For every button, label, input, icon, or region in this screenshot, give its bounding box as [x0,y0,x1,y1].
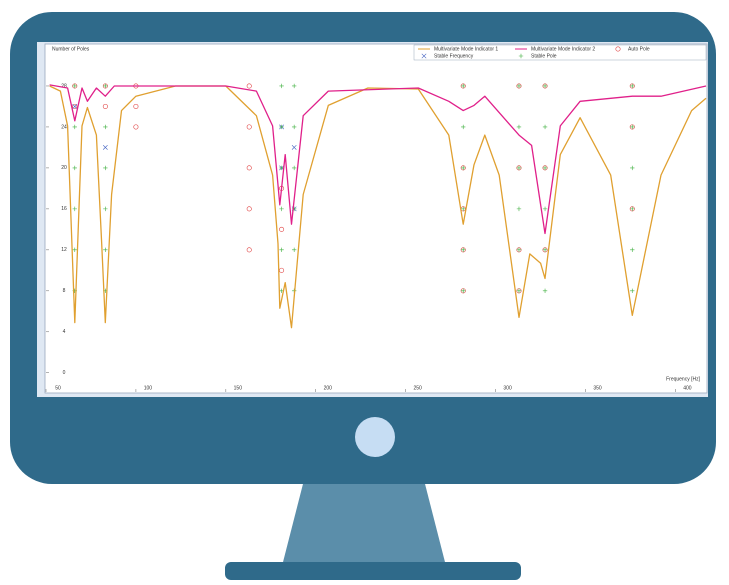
y-tick-label: 24 [61,124,67,130]
monitor-illustration: Number of Poles Frequency [Hz] 0 4 8 12 16 20… [0,0,729,580]
legend-label: Multivariate Mode Indicator 2 [531,46,595,52]
monitor-base [225,562,521,580]
legend-label: Stable Frequency [434,53,474,59]
monitor-stand [282,480,446,566]
legend-label: Stable Pole [531,53,557,59]
x-tick-label: 350 [593,385,602,391]
x-tick-label: 300 [503,385,512,391]
x-tick-label: 250 [414,385,423,391]
legend-label: Multivariate Mode Indicator 1 [434,46,498,52]
plot-area [45,44,707,393]
y-tick-label: 20 [61,165,67,171]
legend-label: Auto Pole [628,46,650,52]
y-tick-label: 8 [63,288,66,294]
x-tick-label: 400 [683,385,692,391]
x-axis-label: Frequency [Hz] [666,376,701,382]
y-tick-label: 4 [63,329,66,335]
x-tick-label: 100 [144,385,153,391]
y-tick-label: 16 [61,206,67,212]
y-tick-label: 12 [61,247,67,253]
y-tick-label: 0 [63,370,66,376]
x-tick-label: 200 [324,385,333,391]
chart-title: Number of Poles [52,46,90,52]
x-tick-label: 50 [55,385,61,391]
x-tick-label: 150 [234,385,243,391]
power-button [355,417,395,457]
page: {"chart_data": { "type": "line", "title"… [0,0,729,585]
legend: Multivariate Mode Indicator 1 Multivariat… [414,45,706,60]
